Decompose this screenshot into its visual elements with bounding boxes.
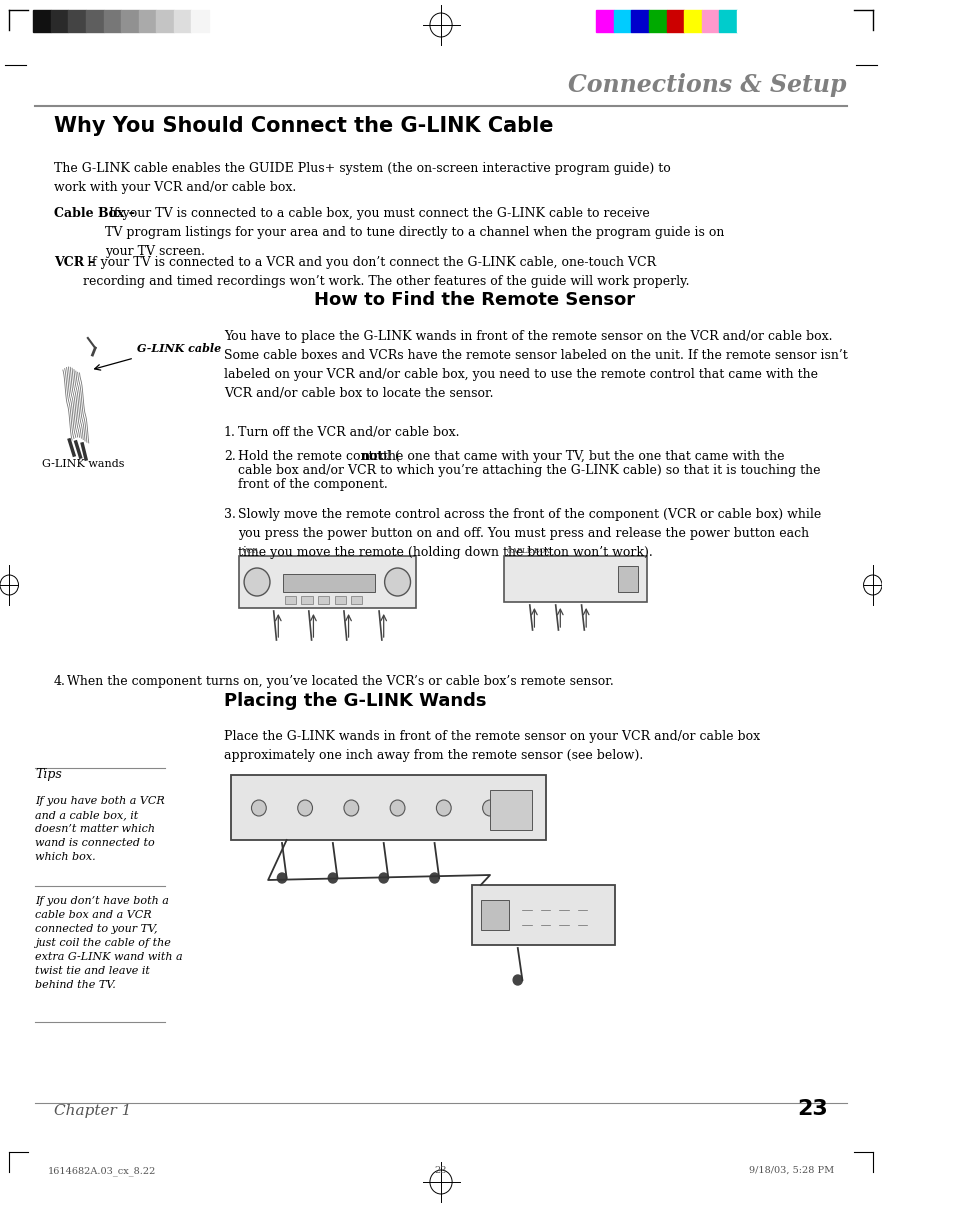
Bar: [335, 596, 345, 604]
Bar: [121, 10, 138, 31]
Text: 23: 23: [435, 1165, 447, 1175]
Bar: [666, 10, 683, 31]
Bar: [138, 10, 156, 31]
Text: not: not: [360, 450, 383, 463]
Text: VCR –: VCR –: [53, 256, 94, 268]
Bar: [596, 10, 614, 31]
Bar: [490, 789, 531, 831]
Text: How to Find the Remote Sensor: How to Find the Remote Sensor: [314, 291, 635, 310]
Text: 1614682A.03_cx_8.22: 1614682A.03_cx_8.22: [48, 1165, 156, 1175]
Text: 1.: 1.: [224, 426, 235, 439]
Bar: [351, 596, 362, 604]
Bar: [471, 885, 614, 945]
Bar: [301, 596, 313, 604]
Circle shape: [277, 873, 286, 883]
Bar: [648, 10, 666, 31]
Bar: [701, 10, 719, 31]
Circle shape: [378, 873, 388, 883]
Text: 3.: 3.: [224, 508, 235, 521]
Circle shape: [384, 568, 410, 596]
Bar: [285, 596, 295, 604]
Text: Turn off the VCR and/or cable box.: Turn off the VCR and/or cable box.: [237, 426, 458, 439]
Text: the one that came with your TV, but the one that came with the: the one that came with your TV, but the …: [378, 450, 783, 463]
Text: VCR: VCR: [241, 546, 258, 555]
Text: CABLE BOX: CABLE BOX: [506, 546, 549, 555]
Text: G-LINK wands: G-LINK wands: [42, 459, 124, 469]
Text: If your TV is connected to a cable box, you must connect the G-LINK cable to rec: If your TV is connected to a cable box, …: [105, 207, 724, 258]
Text: If you don’t have both a
cable box and a VCR
connected to your TV,
just coil the: If you don’t have both a cable box and a…: [35, 896, 183, 990]
Text: The G-LINK cable enables the GUIDE Plus+ system (the on-screen interactive progr: The G-LINK cable enables the GUIDE Plus+…: [53, 162, 670, 193]
Text: Tips: Tips: [35, 768, 62, 781]
Circle shape: [430, 873, 438, 883]
Text: 23: 23: [797, 1099, 827, 1120]
Text: 9/18/03, 5:28 PM: 9/18/03, 5:28 PM: [748, 1165, 833, 1175]
Bar: [736, 10, 754, 31]
Circle shape: [513, 974, 522, 985]
Circle shape: [328, 873, 337, 883]
Circle shape: [252, 800, 266, 816]
Bar: [51, 10, 69, 31]
Bar: [614, 10, 631, 31]
Bar: [86, 10, 104, 31]
Bar: [283, 574, 375, 592]
Circle shape: [390, 800, 404, 816]
Text: Slowly move the remote control across the front of the component (VCR or cable b: Slowly move the remote control across th…: [237, 508, 820, 559]
Bar: [317, 596, 329, 604]
Text: Place the G-LINK wands in front of the remote sensor on your VCR and/or cable bo: Place the G-LINK wands in front of the r…: [224, 730, 760, 762]
Text: 4.: 4.: [53, 675, 66, 688]
Text: Hold the remote control (: Hold the remote control (: [237, 450, 399, 463]
Bar: [617, 566, 638, 592]
Bar: [33, 10, 51, 31]
Text: 2.: 2.: [224, 450, 235, 463]
Circle shape: [297, 800, 313, 816]
Bar: [683, 10, 701, 31]
Text: Chapter 1: Chapter 1: [53, 1104, 131, 1118]
Text: If your TV is connected to a VCR and you don’t connect the G-LINK cable, one-tou: If your TV is connected to a VCR and you…: [83, 256, 689, 288]
Bar: [231, 775, 545, 840]
Text: Why You Should Connect the G-LINK Cable: Why You Should Connect the G-LINK Cable: [53, 116, 553, 135]
Circle shape: [482, 800, 497, 816]
Bar: [503, 556, 646, 602]
Bar: [631, 10, 648, 31]
Circle shape: [436, 800, 451, 816]
Bar: [238, 556, 416, 608]
Text: front of the component.: front of the component.: [237, 478, 387, 491]
Text: Connections & Setup: Connections & Setup: [568, 73, 846, 97]
Bar: [156, 10, 173, 31]
Text: When the component turns on, you’ve located the VCR’s or cable box’s remote sens: When the component turns on, you’ve loca…: [68, 675, 614, 688]
Bar: [480, 899, 508, 930]
Bar: [719, 10, 736, 31]
Bar: [192, 10, 209, 31]
Text: If you have both a VCR
and a cable box, it
doesn’t matter which
wand is connecte: If you have both a VCR and a cable box, …: [35, 796, 165, 862]
Text: cable box and/or VCR to which you’re attaching the G-LINK cable) so that it is t: cable box and/or VCR to which you’re att…: [237, 464, 820, 478]
Bar: [173, 10, 192, 31]
Text: Placing the G-LINK Wands: Placing the G-LINK Wands: [224, 692, 486, 710]
Bar: [104, 10, 121, 31]
Text: G-LINK cable: G-LINK cable: [136, 343, 221, 354]
Circle shape: [244, 568, 270, 596]
Text: Cable Box –: Cable Box –: [53, 207, 134, 220]
Text: You have to place the G-LINK wands in front of the remote sensor on the VCR and/: You have to place the G-LINK wands in fr…: [224, 330, 846, 400]
Bar: [69, 10, 86, 31]
Circle shape: [344, 800, 358, 816]
